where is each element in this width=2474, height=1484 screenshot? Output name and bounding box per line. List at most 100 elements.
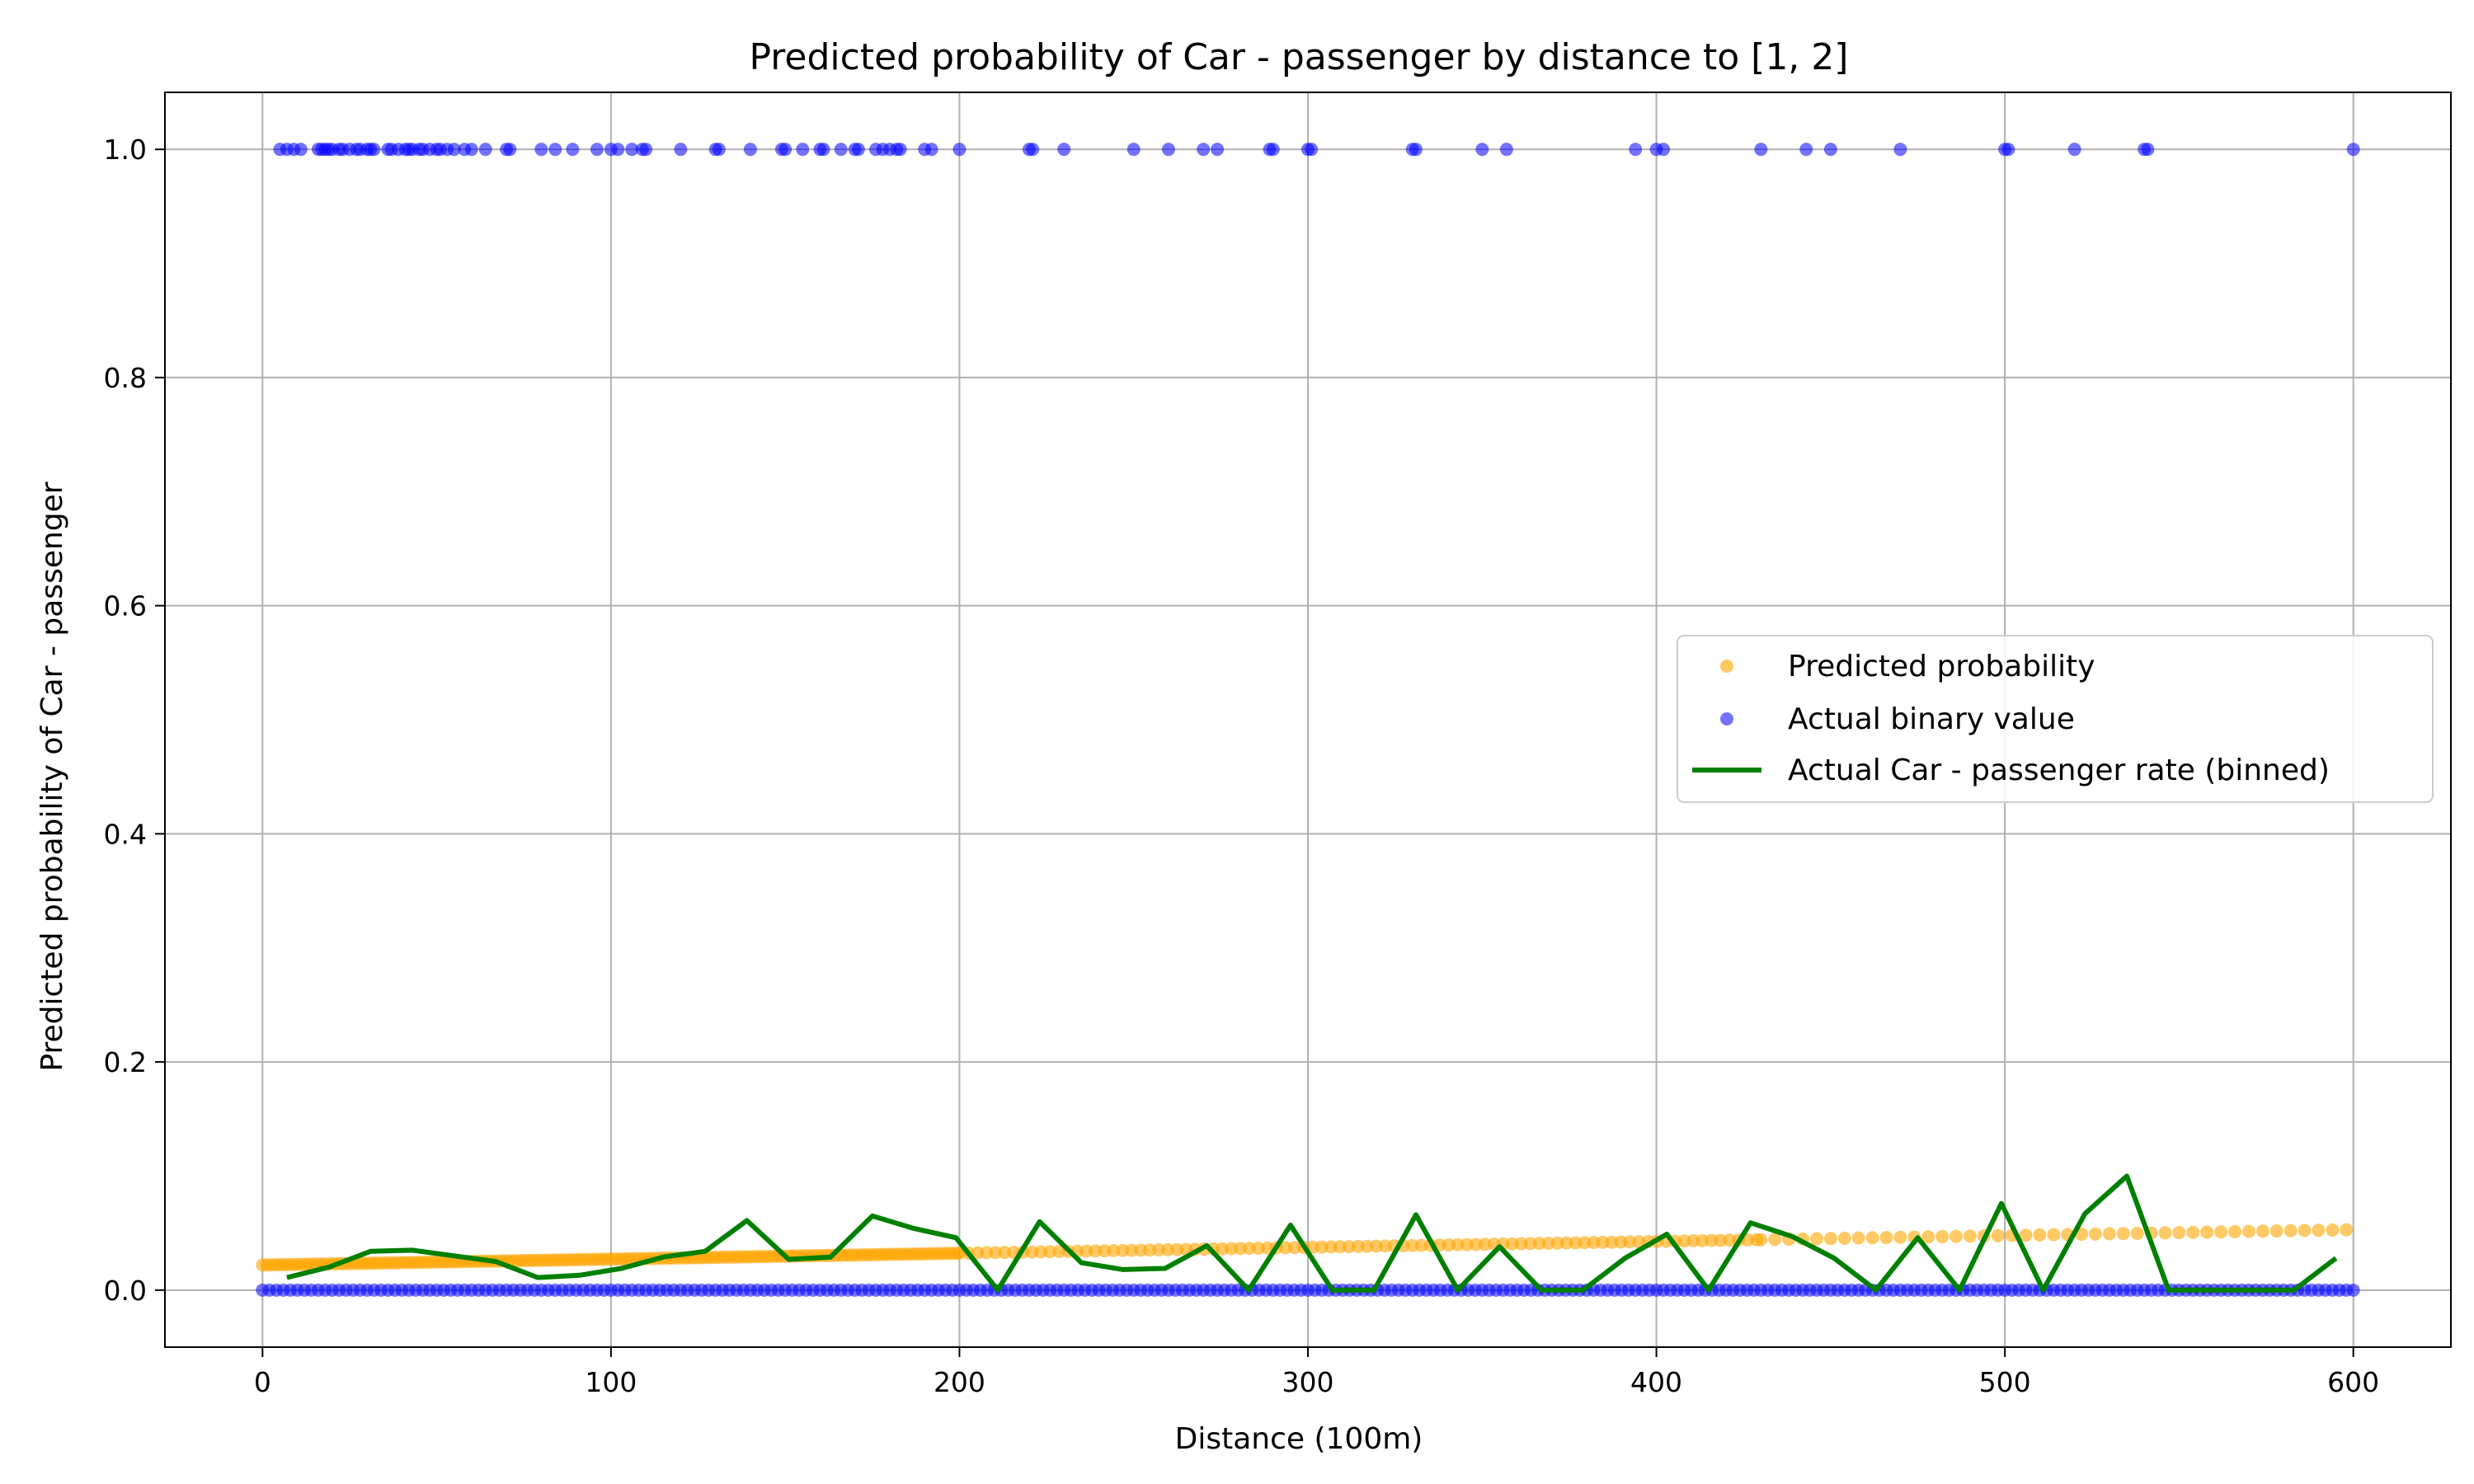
- predicted-point: [2269, 1224, 2284, 1238]
- actual-point: [447, 143, 461, 157]
- binned-rate-line-group: [286, 1173, 2338, 1293]
- actual-point: [1893, 143, 1907, 157]
- predicted-point: [2033, 1228, 2047, 1242]
- legend-box: [1677, 635, 2434, 803]
- legend-actual-label: Actual binary value: [1788, 702, 2075, 736]
- actual-point: [712, 143, 726, 157]
- actual-point: [534, 143, 548, 157]
- x-tick-label: 600: [2327, 1366, 2379, 1398]
- actual-point: [816, 143, 830, 157]
- binned-rate-line: [286, 1173, 2338, 1293]
- axis-ticks: 0 100 200 300 400 500 600 0.0 0.2 0.4 0.6 0.8 1.0: [104, 134, 2380, 1398]
- predicted-point: [2158, 1226, 2172, 1240]
- predicted-point: [1879, 1231, 1893, 1245]
- predicted-point: [2312, 1223, 2326, 1237]
- predicted-point: [2326, 1223, 2340, 1237]
- y-axis-label: Predicted probability of Car - passenger: [35, 481, 69, 1071]
- predicted-point: [2102, 1227, 2116, 1241]
- actual-point: [1161, 143, 1175, 157]
- chart-title: Predicted probability of Car - passenger…: [750, 36, 1849, 78]
- predicted-point: [2200, 1225, 2214, 1239]
- actual-point: [743, 143, 757, 157]
- actual-point: [1657, 143, 1671, 157]
- actual-point: [1197, 143, 1211, 157]
- predicted-point: [2116, 1227, 2130, 1241]
- actual-point: [611, 143, 625, 157]
- actual-point: [1823, 143, 1837, 157]
- predicted-point: [1991, 1228, 2005, 1242]
- actual-point: [625, 143, 639, 157]
- actual-point: [1266, 143, 1280, 157]
- actual-point: [952, 143, 967, 157]
- actual-point: [464, 143, 478, 157]
- predicted-point: [1768, 1233, 1782, 1247]
- actual-point: [834, 143, 848, 157]
- y-tick-label: 0.0: [104, 1275, 147, 1307]
- predicted-point: [2130, 1226, 2144, 1240]
- actual-point: [1754, 143, 1768, 157]
- x-axis-label: Distance (100m): [1175, 1422, 1423, 1456]
- predicted-point: [2284, 1223, 2298, 1237]
- actual-point: [1026, 143, 1040, 157]
- predicted-point: [2228, 1224, 2242, 1238]
- predicted-point: [2255, 1224, 2269, 1238]
- actual-point: [1305, 143, 1319, 157]
- predicted-point: [1921, 1230, 1935, 1244]
- predicted-point: [2019, 1228, 2033, 1242]
- y-tick-label: 1.0: [104, 134, 147, 166]
- predicted-point: [1949, 1229, 1963, 1243]
- actual-point: [1409, 143, 1423, 157]
- legend-actual-marker: [1720, 712, 1733, 726]
- predicted-point: [2172, 1226, 2186, 1240]
- legend-predicted-label: Predicted probability: [1788, 650, 2095, 683]
- predicted-point: [1837, 1231, 1851, 1245]
- actual-point: [796, 143, 810, 157]
- x-tick-label: 300: [1282, 1366, 1334, 1398]
- predicted-point: [1823, 1232, 1837, 1246]
- predicted-point: [2186, 1225, 2200, 1239]
- predicted-point: [1754, 1233, 1768, 1247]
- actual-point: [2346, 1283, 2360, 1297]
- actual-point: [1799, 143, 1813, 157]
- actual-point: [1057, 143, 1071, 157]
- predicted-point: [2298, 1223, 2312, 1237]
- predicted-point: [2047, 1228, 2061, 1242]
- legend-predicted-marker: [1720, 660, 1733, 673]
- actual-point: [2346, 143, 2360, 157]
- predicted-point: [2088, 1227, 2102, 1241]
- actual-point: [2067, 143, 2081, 157]
- predicted-point: [2241, 1224, 2255, 1238]
- predicted-point: [1935, 1229, 1950, 1243]
- y-tick-label: 0.4: [104, 818, 147, 850]
- actual-point: [639, 143, 653, 157]
- actual-points: [256, 143, 2360, 1297]
- actual-point: [478, 143, 492, 157]
- actual-point: [851, 143, 865, 157]
- actual-point: [548, 143, 562, 157]
- actual-point: [778, 143, 793, 157]
- x-tick-label: 200: [934, 1366, 985, 1398]
- predicted-point: [1865, 1231, 1879, 1245]
- legend: Predicted probability Actual binary valu…: [1677, 635, 2434, 803]
- predicted-point: [1893, 1230, 1907, 1244]
- actual-point: [1126, 143, 1141, 157]
- actual-point: [1499, 143, 1513, 157]
- predicted-point: [1963, 1229, 1977, 1243]
- x-tick-label: 0: [254, 1366, 271, 1398]
- actual-point: [294, 143, 308, 157]
- predicted-point: [1851, 1231, 1865, 1245]
- y-tick-label: 0.2: [104, 1046, 147, 1078]
- actual-point: [1629, 143, 1643, 157]
- predicted-point: [2214, 1225, 2228, 1239]
- actual-point: [893, 143, 907, 157]
- legend-binned-label: Actual Car - passenger rate (binned): [1788, 754, 2330, 787]
- x-tick-label: 500: [1979, 1366, 2031, 1398]
- y-tick-label: 0.8: [104, 362, 147, 394]
- actual-point: [924, 143, 938, 157]
- actual-point: [674, 143, 688, 157]
- actual-point: [367, 143, 381, 157]
- predicted-point: [1809, 1232, 1823, 1246]
- y-tick-label: 0.6: [104, 590, 147, 622]
- predicted-point: [2340, 1223, 2354, 1237]
- actual-point: [566, 143, 580, 157]
